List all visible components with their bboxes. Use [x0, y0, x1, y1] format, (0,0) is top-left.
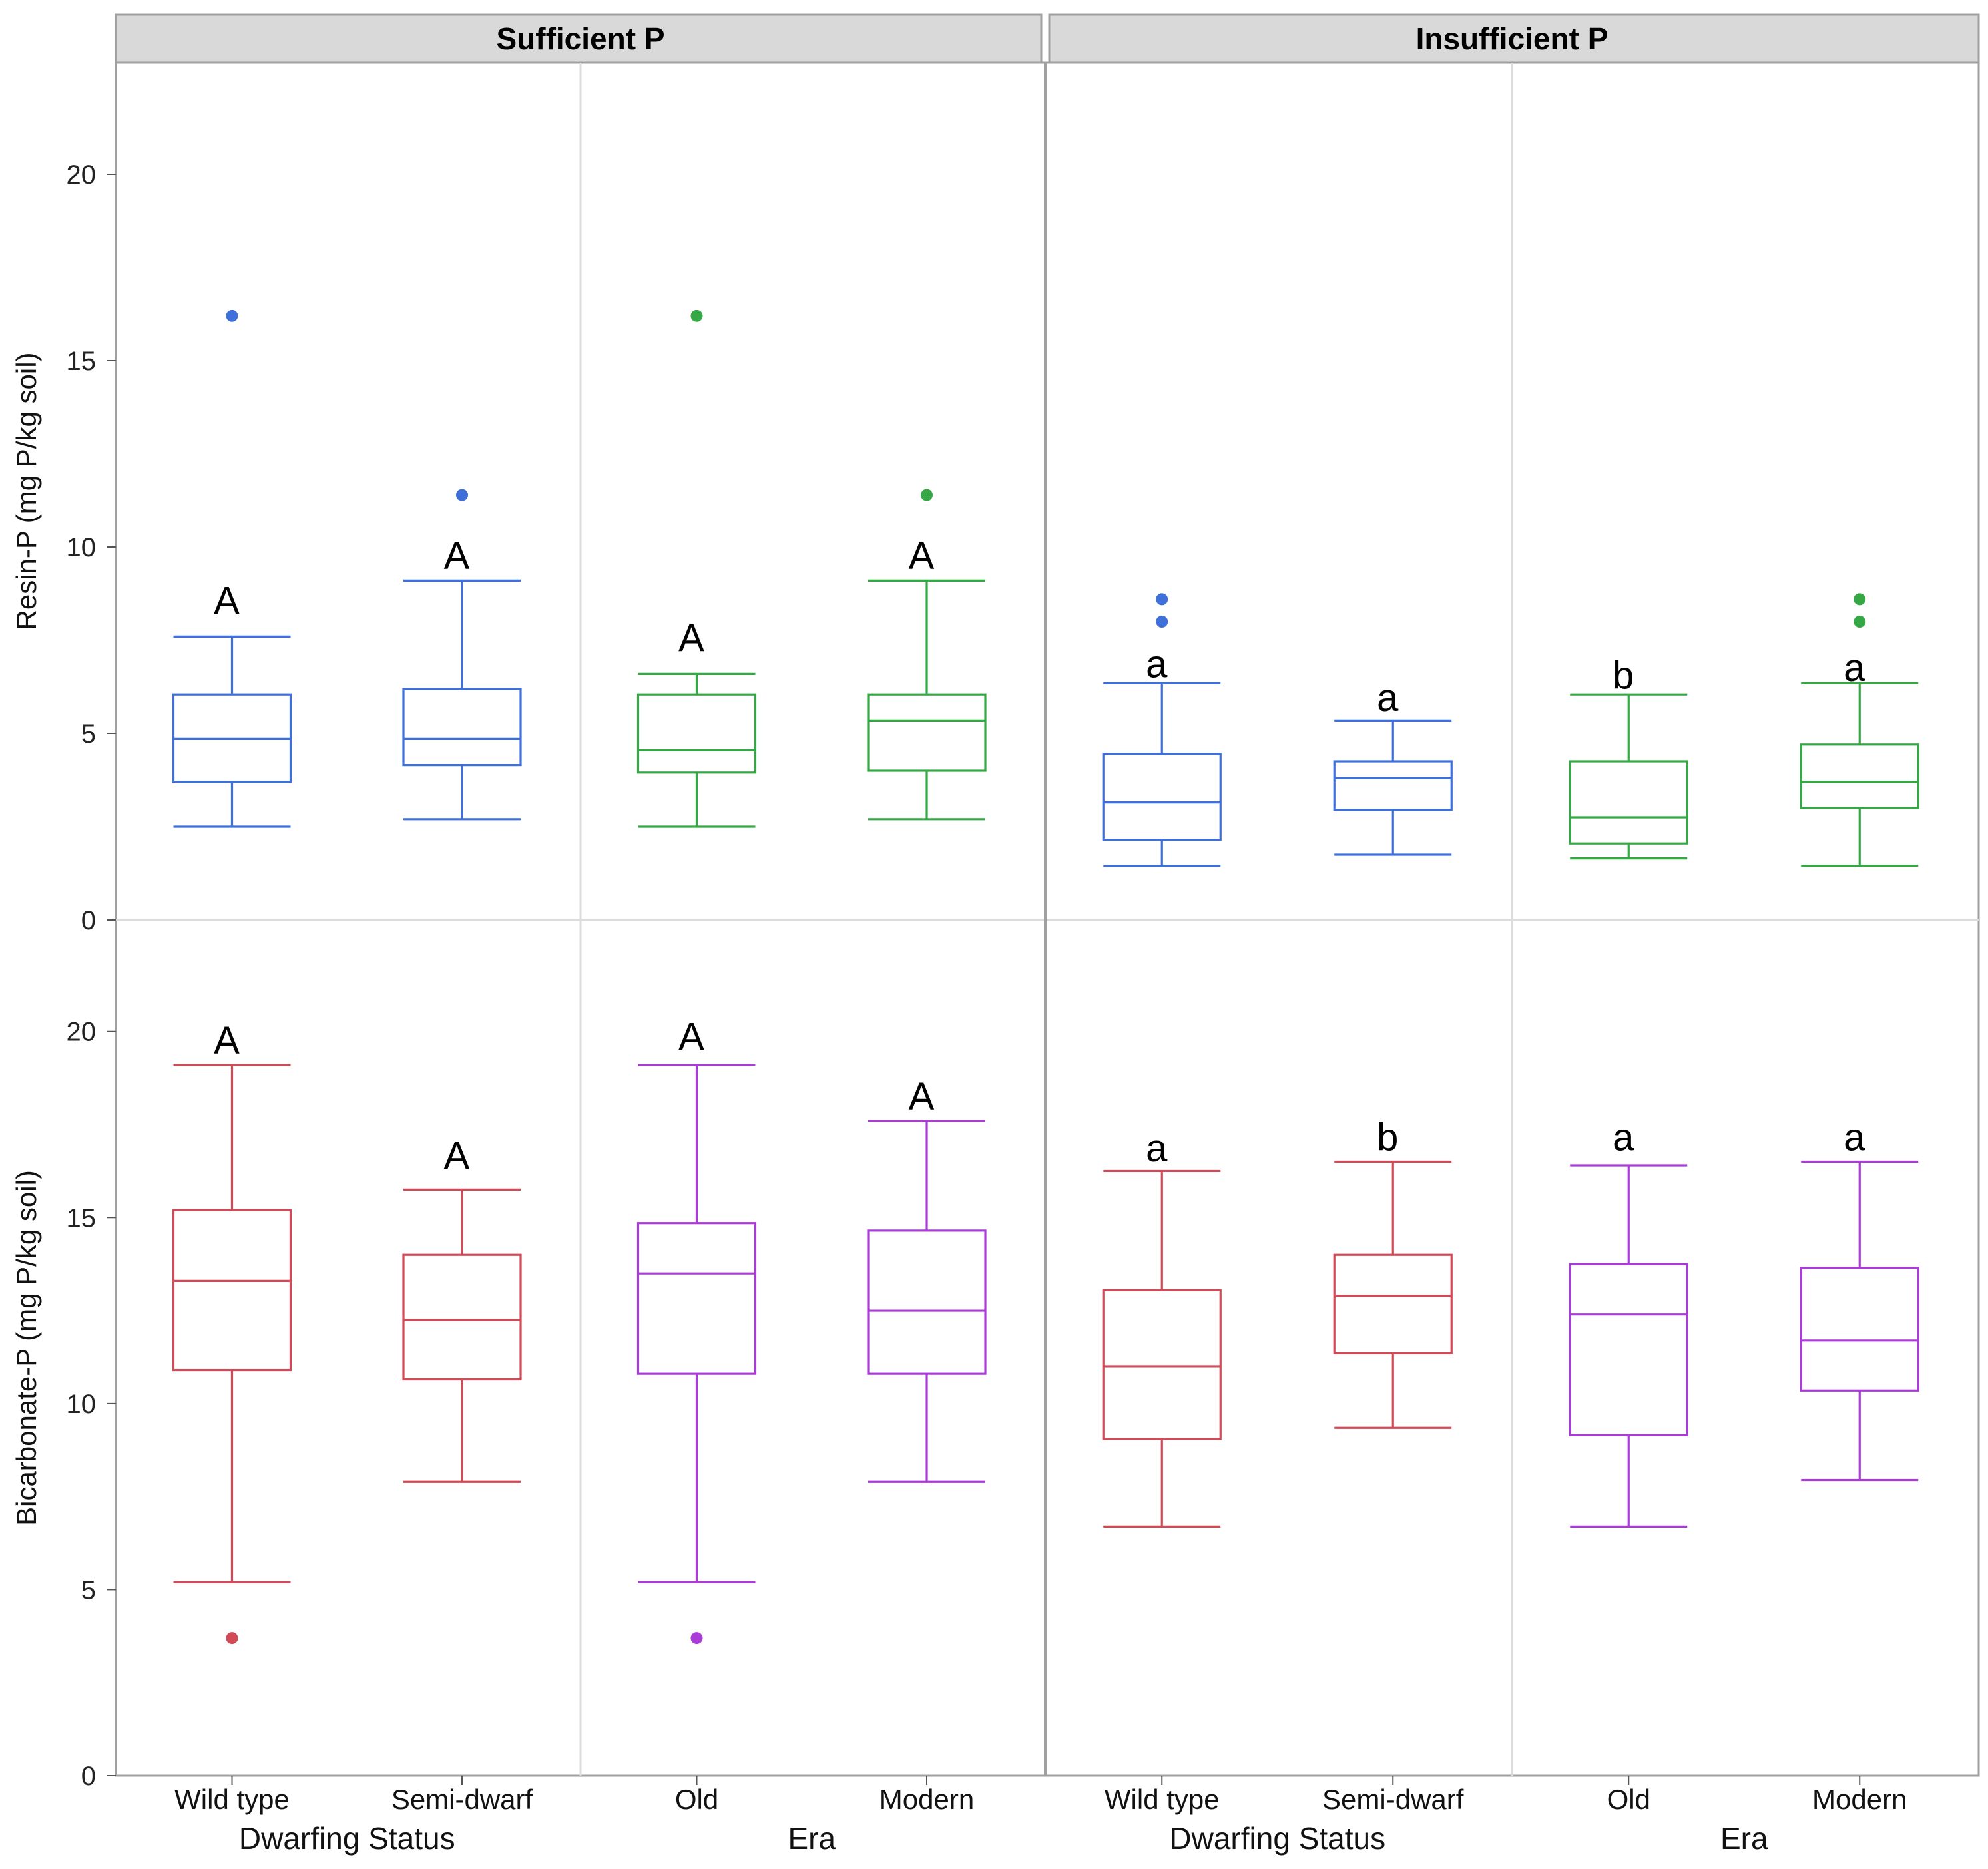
x-category-label: Modern: [879, 1784, 974, 1815]
x-category-label: Old: [1607, 1784, 1650, 1815]
outlier-point: [226, 1632, 238, 1645]
significance-letter: A: [444, 1134, 470, 1177]
significance-letter: A: [678, 1015, 704, 1058]
outlier-point: [690, 310, 703, 322]
box-iqr: [1800, 1267, 1919, 1392]
box-iqr: [636, 693, 757, 774]
facet-label: Sufficient P: [496, 21, 664, 56]
outlier-point: [226, 310, 238, 322]
x-category-label: Wild type: [1105, 1784, 1220, 1815]
significance-letter: A: [444, 534, 470, 578]
box-iqr: [172, 1209, 292, 1372]
box-iqr: [1333, 1253, 1453, 1354]
box-iqr: [1102, 753, 1222, 841]
significance-letter: a: [1844, 1116, 1865, 1159]
facet-strip: [1048, 13, 1980, 64]
significance-letter: A: [214, 579, 240, 622]
x-group-title: Dwarfing Status: [1169, 1821, 1385, 1856]
x-category-label: Semi-dwarf: [391, 1784, 533, 1815]
x-category-label: Semi-dwarf: [1322, 1784, 1464, 1815]
significance-letter: b: [1377, 1116, 1398, 1159]
outlier-point: [1156, 616, 1168, 628]
box-iqr: [1569, 760, 1688, 845]
y-tick-label: 5: [81, 720, 96, 749]
x-group-title: Dwarfing Status: [239, 1821, 455, 1856]
significance-letter: A: [214, 1019, 240, 1062]
significance-letter: a: [1146, 1127, 1168, 1170]
box-iqr: [867, 693, 987, 772]
outlier-point: [921, 489, 933, 501]
box-iqr: [1333, 760, 1453, 811]
y-tick-label: 0: [81, 1762, 96, 1791]
outlier-point: [1854, 593, 1866, 606]
outlier-point: [690, 1632, 703, 1645]
y-tick-label: 15: [67, 347, 97, 376]
box-iqr: [402, 1253, 522, 1381]
y-tick-label: 15: [67, 1203, 97, 1233]
y-axis-title: Bicarbonate-P (mg P/kg soil): [11, 1170, 42, 1526]
y-tick-label: 20: [67, 160, 97, 190]
significance-letter: a: [1377, 676, 1399, 720]
box-iqr: [1800, 743, 1919, 809]
y-tick-label: 10: [67, 533, 97, 562]
significance-letter: a: [1613, 1116, 1634, 1159]
y-tick-label: 10: [67, 1390, 97, 1419]
box-iqr: [636, 1222, 757, 1375]
box-iqr: [1102, 1289, 1222, 1440]
significance-letter: A: [678, 616, 704, 660]
facet-label: Insufficient P: [1416, 21, 1609, 56]
x-category-label: Old: [675, 1784, 718, 1815]
box-iqr: [402, 688, 522, 767]
x-category-label: Modern: [1812, 1784, 1907, 1815]
y-tick-label: 5: [81, 1575, 96, 1605]
box-iqr: [1569, 1263, 1688, 1436]
y-axis-title: Resin-P (mg P/kg soil): [11, 352, 42, 630]
box-iqr: [867, 1229, 987, 1375]
y-tick-label: 0: [81, 906, 96, 935]
facet-strip: [115, 13, 1043, 64]
outlier-point: [456, 489, 469, 501]
x-group-title: Era: [788, 1821, 836, 1856]
significance-letter: b: [1613, 654, 1634, 697]
significance-letter: A: [909, 534, 935, 578]
outlier-point: [1156, 593, 1168, 606]
x-category-label: Wild type: [174, 1784, 290, 1815]
y-tick-label: 20: [67, 1018, 97, 1047]
significance-letter: a: [1844, 646, 1865, 690]
significance-letter: a: [1146, 643, 1168, 686]
outlier-point: [1854, 616, 1866, 628]
x-group-title: Era: [1720, 1821, 1768, 1856]
significance-letter: A: [909, 1075, 935, 1118]
